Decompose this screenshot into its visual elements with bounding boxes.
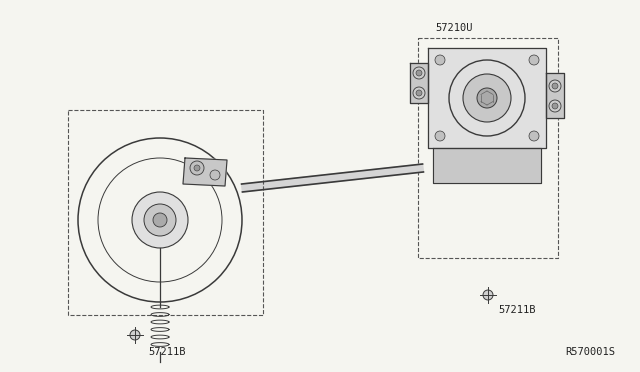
Circle shape bbox=[144, 204, 176, 236]
Circle shape bbox=[529, 131, 539, 141]
Circle shape bbox=[153, 213, 167, 227]
Polygon shape bbox=[546, 73, 564, 118]
Circle shape bbox=[549, 80, 561, 92]
Circle shape bbox=[529, 55, 539, 65]
Circle shape bbox=[552, 103, 558, 109]
Polygon shape bbox=[433, 148, 541, 183]
Circle shape bbox=[449, 60, 525, 136]
Text: R570001S: R570001S bbox=[565, 347, 615, 357]
Polygon shape bbox=[183, 158, 227, 186]
Circle shape bbox=[463, 74, 511, 122]
Circle shape bbox=[552, 83, 558, 89]
Circle shape bbox=[130, 330, 140, 340]
Text: 57210U: 57210U bbox=[435, 23, 472, 33]
Polygon shape bbox=[241, 164, 424, 192]
Circle shape bbox=[483, 290, 493, 300]
Circle shape bbox=[435, 131, 445, 141]
Circle shape bbox=[132, 192, 188, 248]
Circle shape bbox=[435, 55, 445, 65]
Circle shape bbox=[210, 170, 220, 180]
Polygon shape bbox=[428, 48, 546, 148]
Circle shape bbox=[549, 100, 561, 112]
Circle shape bbox=[413, 67, 425, 79]
Circle shape bbox=[413, 87, 425, 99]
Circle shape bbox=[416, 90, 422, 96]
Polygon shape bbox=[410, 63, 428, 103]
Circle shape bbox=[416, 70, 422, 76]
Text: 57211B: 57211B bbox=[148, 347, 186, 357]
Circle shape bbox=[194, 165, 200, 171]
Circle shape bbox=[190, 161, 204, 175]
Text: 57211B: 57211B bbox=[498, 305, 536, 315]
Circle shape bbox=[477, 88, 497, 108]
